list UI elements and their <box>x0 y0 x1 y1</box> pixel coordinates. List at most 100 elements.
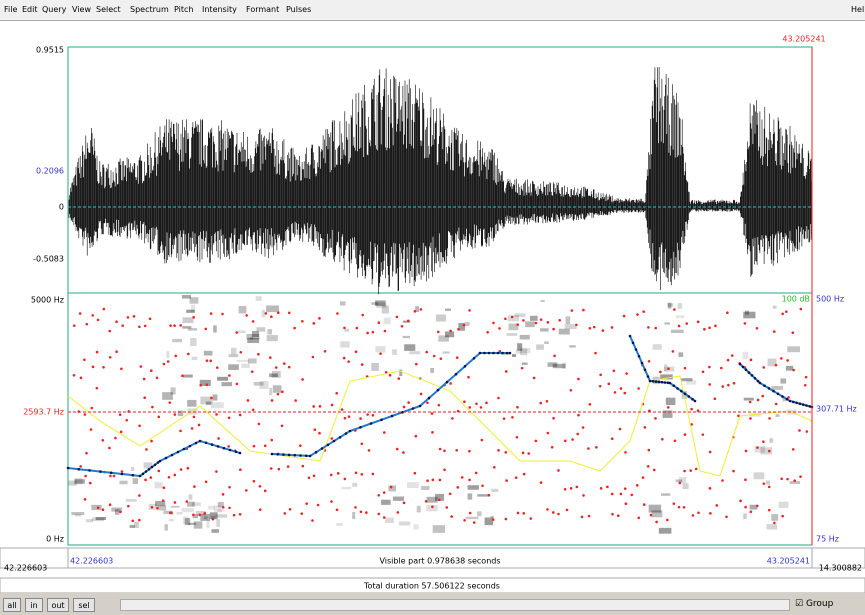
formant-dot <box>108 447 111 450</box>
formant-dot <box>198 424 201 427</box>
formant-dot <box>344 478 347 481</box>
window-rest: 14.300882 <box>819 564 862 573</box>
spectrogram-shade <box>553 364 566 368</box>
pitch-point <box>691 398 694 401</box>
formant-dot <box>449 382 452 385</box>
waveform-max: 0.9515 <box>36 46 64 55</box>
formant-dot <box>313 475 316 478</box>
cursor-time: 43.205241 <box>782 35 825 44</box>
formant-dot <box>498 327 501 330</box>
formant-dot <box>805 376 808 379</box>
spectrogram-shade <box>393 497 404 501</box>
formant-dot <box>463 324 466 327</box>
formant-dot <box>206 359 209 362</box>
menu-item[interactable]: Spectrum <box>130 5 169 14</box>
formant-dot <box>775 364 778 367</box>
formant-dot <box>600 487 603 490</box>
menu-help[interactable]: Hel <box>851 5 864 14</box>
spectrogram-shade <box>468 493 473 499</box>
spectrogram-shade <box>525 321 535 327</box>
pitch-point <box>229 449 232 452</box>
pitch-point <box>694 400 697 403</box>
menu-item[interactable]: Edit <box>22 5 38 14</box>
formant-dot <box>449 492 452 495</box>
pitch-point <box>349 430 352 433</box>
formant-dot <box>312 322 315 325</box>
formant-dot <box>236 383 239 386</box>
formant-dot <box>516 436 519 439</box>
formant-dot <box>169 512 172 515</box>
menu-item[interactable]: Pulses <box>286 5 311 14</box>
waveform-min: -0.5083 <box>33 255 64 264</box>
formant-dot <box>473 521 476 524</box>
formant-dot <box>125 419 128 422</box>
spectrogram-shade <box>376 302 386 307</box>
pitch-point <box>333 440 336 443</box>
formant-dot <box>203 512 206 515</box>
menu-item[interactable]: Query <box>42 5 66 14</box>
pitch-point <box>455 373 458 376</box>
formant-dot <box>407 320 410 323</box>
menu-item[interactable]: File <box>4 5 17 14</box>
formant-dot <box>624 451 627 454</box>
zoom-button[interactable]: sel <box>73 598 95 612</box>
formant-dot <box>143 396 146 399</box>
pitch-point <box>437 389 440 392</box>
spectrogram-shade <box>666 398 676 405</box>
spectrogram-shade <box>273 385 282 392</box>
formant-dot <box>84 475 87 478</box>
formant-dot <box>347 360 350 363</box>
spectrogram-shade <box>381 500 391 505</box>
formant-dot <box>378 321 381 324</box>
formant-dot <box>245 489 248 492</box>
pitch-point <box>428 397 431 400</box>
formant-dot <box>750 510 753 513</box>
pitch-point <box>649 380 652 383</box>
formant-dot <box>451 417 454 420</box>
formant-dot <box>546 400 549 403</box>
formant-dot <box>761 395 764 398</box>
spectrogram-shade <box>661 493 670 495</box>
formant-dot <box>384 330 387 333</box>
group-checkbox[interactable]: ☑ Group <box>795 599 833 609</box>
spectrogram-shade <box>678 352 683 357</box>
spectrogram-shade <box>182 508 194 512</box>
scrollbar[interactable] <box>120 599 790 611</box>
zoom-button[interactable]: in <box>25 598 43 612</box>
spectrogram-shade <box>409 351 420 354</box>
menu-item[interactable]: View <box>72 5 91 14</box>
formant-dot <box>245 314 248 317</box>
formant-dot <box>468 479 471 482</box>
pitch-point <box>345 432 348 435</box>
formant-dot <box>611 326 614 329</box>
pitch-point <box>239 452 242 455</box>
formant-dot <box>708 327 711 330</box>
menu-item[interactable]: Select <box>96 5 121 14</box>
formant-dot <box>529 517 532 520</box>
formant-dot <box>773 330 776 333</box>
formant-dot <box>714 325 717 328</box>
zoom-button[interactable]: out <box>47 598 69 612</box>
formant-dot <box>403 502 406 505</box>
formant-dot <box>138 424 141 427</box>
formant-dot <box>493 466 496 469</box>
formant-dot <box>475 472 478 475</box>
formant-dot <box>505 479 508 482</box>
menu-item[interactable]: Intensity <box>202 5 237 14</box>
pitch-point <box>78 468 81 471</box>
pitch-point <box>655 380 658 383</box>
formant-dot <box>308 476 311 479</box>
group-label: Group <box>806 599 833 609</box>
spectrogram-shade <box>256 296 262 301</box>
spectrogram-shade <box>507 333 518 336</box>
formant-dot <box>150 369 153 372</box>
menu-item[interactable]: Pitch <box>174 5 193 14</box>
pitch-point <box>772 390 775 393</box>
pitch-point <box>509 352 512 355</box>
formant-dot <box>365 511 368 514</box>
formant-dot <box>319 405 322 408</box>
formant-dot <box>258 423 261 426</box>
zoom-button[interactable]: all <box>3 598 21 612</box>
editor-canvas: 43.205241 0.9515 0.2096 0 -0.5083 5000 H… <box>0 21 865 593</box>
menu-item[interactable]: Formant <box>246 5 279 14</box>
